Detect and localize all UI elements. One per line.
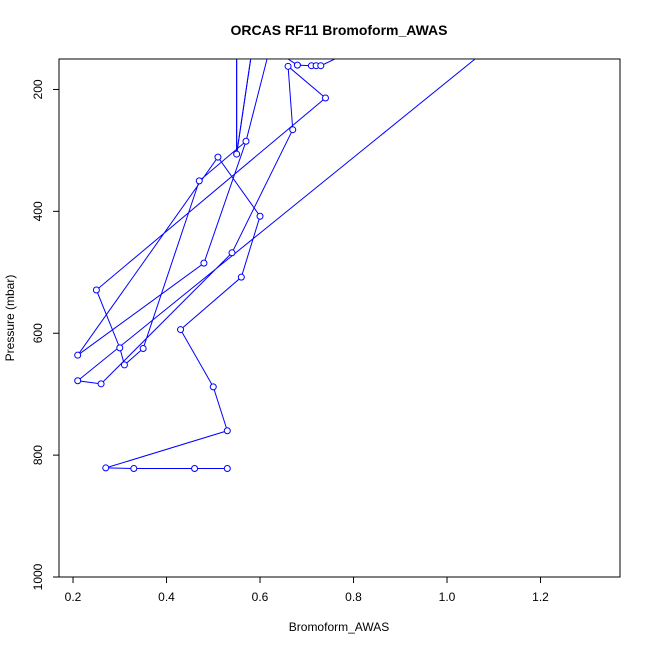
data-point	[237, 273, 245, 281]
data-point	[139, 344, 147, 352]
y-tick-label: 400	[31, 201, 45, 221]
data-point	[284, 62, 292, 70]
data-point	[223, 465, 231, 473]
data-point	[321, 94, 329, 102]
y-tick-label: 1000	[31, 563, 45, 590]
data-point	[74, 377, 82, 385]
data-point	[191, 465, 199, 473]
data-point	[195, 177, 203, 185]
x-tick-label: 0.6	[252, 590, 269, 604]
data-point	[102, 464, 110, 472]
data-point	[228, 249, 236, 257]
x-tick-label: 0.4	[158, 590, 175, 604]
data-point	[97, 380, 105, 388]
data-point	[233, 150, 241, 158]
series-line	[76, 59, 476, 470]
data-point	[209, 383, 217, 391]
data-point	[92, 286, 100, 294]
data-point	[214, 153, 222, 161]
y-tick-label: 800	[31, 445, 45, 465]
y-axis: 200 400 600 800 1000	[31, 79, 59, 590]
x-tick-label: 1.0	[439, 590, 456, 604]
data-point	[256, 212, 264, 220]
data-point	[177, 326, 185, 334]
x-axis-label: Bromoform_AWAS	[289, 620, 389, 634]
y-tick-label: 200	[31, 79, 45, 99]
data-point	[200, 259, 208, 267]
chart-title: ORCAS RF11 Bromoform_AWAS	[230, 22, 447, 38]
data-point	[74, 351, 82, 359]
y-tick-label: 600	[31, 323, 45, 343]
x-axis: 0.2 0.4 0.6 0.8 1.0 1.2	[65, 577, 549, 604]
plot-frame	[58, 58, 621, 578]
data-series	[74, 59, 476, 473]
x-tick-label: 0.2	[65, 590, 82, 604]
data-point	[120, 361, 128, 369]
data-point	[242, 137, 250, 145]
data-point	[116, 344, 124, 352]
x-tick-label: 0.8	[345, 590, 362, 604]
data-point	[130, 465, 138, 473]
x-tick-label: 1.2	[532, 590, 549, 604]
data-point	[293, 61, 301, 69]
data-point	[289, 126, 297, 134]
data-point	[223, 427, 231, 435]
series-line-upper	[236, 59, 268, 155]
data-point	[317, 62, 325, 70]
plot-area	[58, 58, 621, 578]
y-axis-label: Pressure (mbar)	[3, 275, 17, 362]
